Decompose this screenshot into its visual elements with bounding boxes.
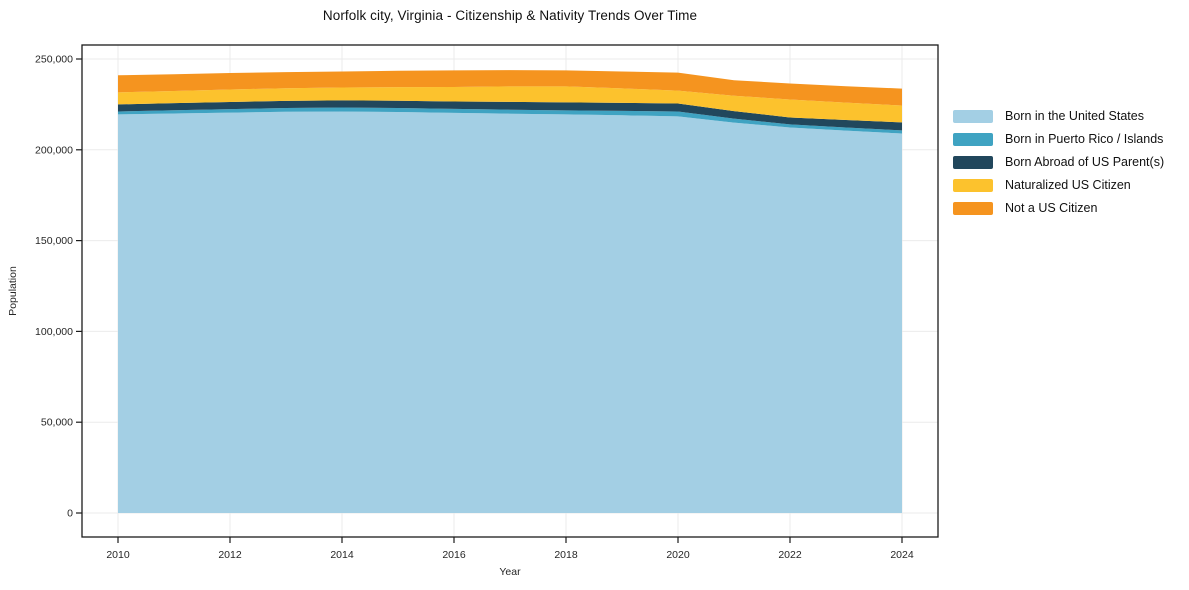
axis-tick-labels: 2010 2012 2014 2016 2018 2020 2022 2024 0 50,000 1… [35,54,914,562]
legend-item: Born in the United States [953,110,1164,123]
x-tick-label: 2020 [666,549,690,561]
area-naturalized-us-citizen [118,86,902,123]
y-tick-label: 100,000 [35,326,73,338]
area-born-in-puerto-rico-islands [118,107,902,134]
legend: Born in the United States Born in Puerto … [953,110,1164,215]
y-tick-label: 150,000 [35,235,73,247]
legend-label: Born in the United States [1005,109,1144,123]
legend-label: Not a US Citizen [1005,201,1098,215]
area-not-a-us-citizen [118,70,902,106]
legend-swatch [953,156,993,169]
x-axis-title: Year [499,566,521,578]
area-born-in-the-united-states [118,111,902,513]
legend-item: Not a US Citizen [953,202,1164,215]
legend-swatch [953,202,993,215]
y-tick-label: 50,000 [41,417,73,429]
plot-border [81,44,939,538]
legend-item: Born Abroad of US Parent(s) [953,156,1164,169]
legend-label: Born Abroad of US Parent(s) [1005,155,1165,169]
x-tick-label: 2014 [330,549,354,561]
y-axis-title: Population [7,266,19,316]
x-tick-label: 2018 [554,549,578,561]
legend-swatch [953,110,993,123]
axes-spines [81,44,939,538]
x-tick-label: 2024 [890,549,914,561]
legend-label: Born in Puerto Rico / Islands [1005,132,1164,146]
y-tick-label: 0 [67,508,73,520]
legend-item: Born in Puerto Rico / Islands [953,133,1164,146]
legend-swatch [953,179,993,192]
legend-item: Naturalized US Citizen [953,179,1164,192]
x-tick-label: 2012 [218,549,242,561]
x-tick-label: 2010 [106,549,130,561]
y-tick-label: 200,000 [35,144,73,156]
x-tick-label: 2022 [778,549,802,561]
x-tick-label: 2016 [442,549,466,561]
area-series [118,70,902,513]
legend-swatch [953,133,993,146]
axis-ticks [76,58,903,543]
chart-title: Norfolk city, Virginia - Citizenship & N… [322,8,698,23]
legend-label: Naturalized US Citizen [1005,178,1131,192]
y-tick-label: 250,000 [35,54,73,66]
area-born-abroad-of-us-parent-s- [118,100,902,131]
